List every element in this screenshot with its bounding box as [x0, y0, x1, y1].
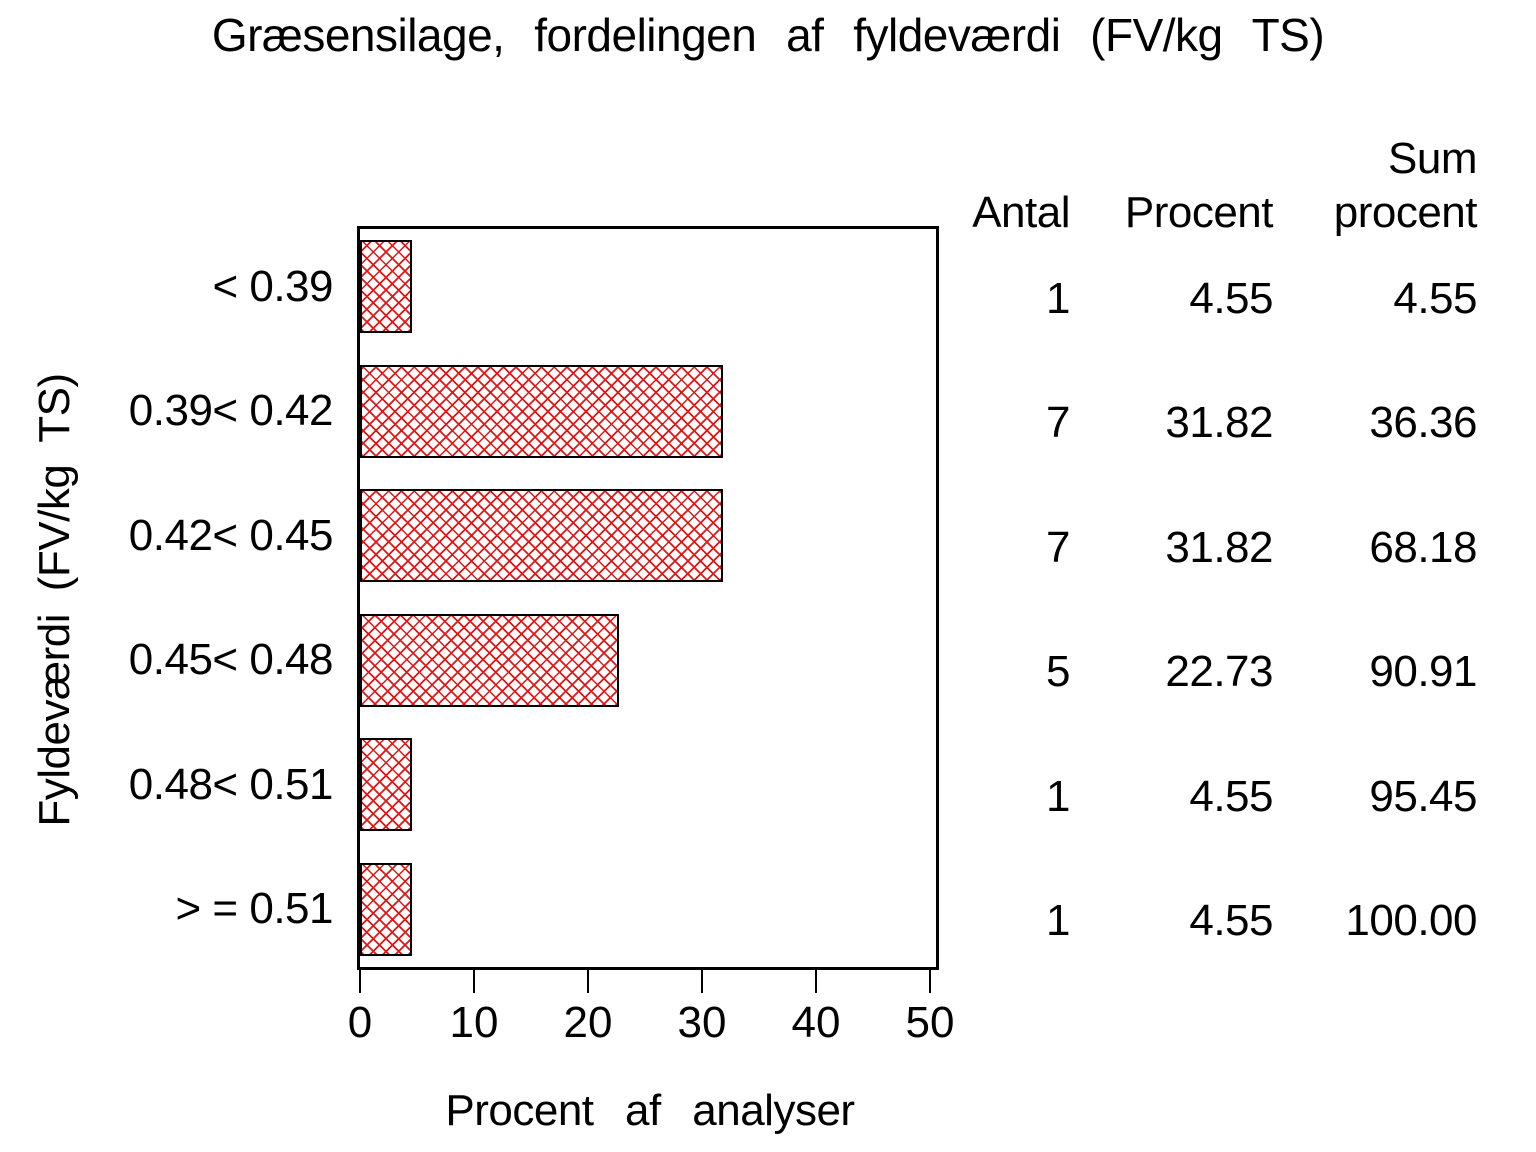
x-axis-title: Procent af analyser	[445, 1086, 855, 1135]
table-header-sum-line2: procent	[1333, 188, 1478, 237]
x-tick-0	[359, 970, 361, 993]
x-tick-label-0: 0	[347, 998, 373, 1047]
y-axis-title: Fyldeværdi (FV/kg TS)	[30, 373, 79, 827]
chart-title: Græsensilage, fordelingen af fyldeværdi …	[211, 9, 1325, 61]
bar-3	[360, 613, 619, 707]
x-tick-label-50: 50	[905, 998, 955, 1047]
table-header-procent: Procent	[1124, 188, 1274, 237]
bar-0	[360, 240, 412, 333]
table-cell-0-antal: 1	[1046, 273, 1070, 323]
table-cell-1-procent: 31.82	[1165, 398, 1273, 447]
table-cell-4-sum-procent: 95.45	[1369, 771, 1477, 821]
table-cell-3-antal: 5	[1046, 647, 1070, 696]
table-cell-3-procent: 22.73	[1165, 647, 1273, 696]
table-header-sum-line1: Sum	[1388, 134, 1477, 183]
x-tick-20	[587, 970, 589, 993]
x-tick-30	[701, 970, 703, 993]
x-tick-label-10: 10	[449, 998, 499, 1047]
table-cell-3-sum-procent: 90.91	[1369, 647, 1477, 696]
x-tick-label-30: 30	[677, 998, 727, 1047]
table-cell-0-procent: 4.55	[1189, 273, 1273, 323]
table-cell-2-sum-procent: 68.18	[1369, 522, 1477, 572]
table-cell-1-sum-procent: 36.36	[1369, 398, 1477, 447]
bar-2	[360, 489, 723, 582]
table-cell-5-sum-procent: 100.00	[1345, 896, 1477, 945]
category-label-0: < 0.39	[212, 261, 333, 311]
table-cell-4-procent: 4.55	[1189, 771, 1273, 821]
table-cell-5-antal: 1	[1046, 896, 1070, 945]
category-label-2: 0.42< 0.45	[128, 510, 334, 560]
x-tick-label-20: 20	[563, 998, 613, 1047]
x-tick-10	[473, 970, 475, 993]
table-cell-0-sum-procent: 4.55	[1393, 273, 1477, 323]
category-label-4: 0.48< 0.51	[128, 759, 334, 809]
bar-1	[360, 364, 723, 458]
plot-frame	[357, 226, 939, 970]
table-cell-4-antal: 1	[1046, 771, 1070, 821]
x-tick-label-40: 40	[791, 998, 841, 1047]
category-label-1: 0.39< 0.42	[128, 386, 334, 435]
bar-5	[360, 862, 412, 956]
category-label-3: 0.45< 0.48	[128, 635, 334, 684]
table-cell-2-antal: 7	[1046, 522, 1070, 572]
table-cell-2-procent: 31.82	[1165, 522, 1273, 572]
table-cell-1-antal: 7	[1046, 398, 1070, 447]
x-tick-40	[815, 970, 817, 993]
table-header-antal: Antal	[972, 188, 1070, 237]
table-cell-5-procent: 4.55	[1189, 896, 1273, 945]
x-tick-50	[929, 970, 931, 993]
category-label-5: > = 0.51	[175, 884, 334, 933]
bar-4	[360, 738, 412, 831]
